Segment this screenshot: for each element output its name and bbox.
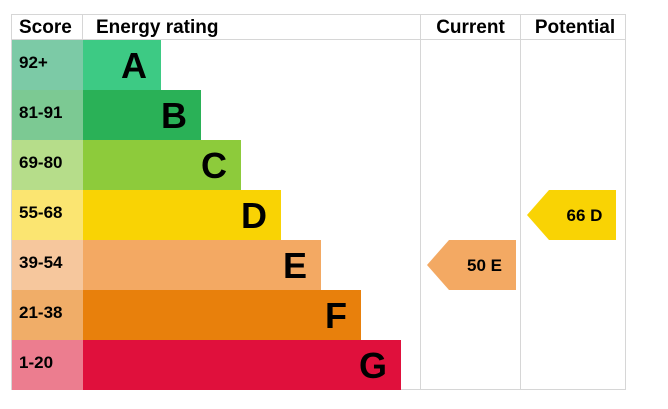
band-bar-e (83, 240, 321, 290)
score-label-g: 1-20 (19, 353, 53, 372)
band-letter-f: F (325, 295, 347, 336)
band-bar-f (83, 290, 361, 340)
score-label-a: 92+ (19, 53, 48, 72)
rating-indicators: 50 E 66 D (427, 190, 616, 290)
score-label-b: 81-91 (19, 103, 62, 122)
score-label-f: 21-38 (19, 303, 62, 322)
score-cell-a (12, 40, 83, 90)
header-score: Score (19, 17, 72, 38)
score-cell-f (12, 290, 83, 340)
header-energy-rating: Energy rating (96, 17, 218, 38)
current-arrow (427, 240, 516, 290)
band-bar-b (83, 90, 201, 140)
band-letter-b: B (161, 95, 187, 136)
score-label-c: 69-80 (19, 153, 62, 172)
current-rating-label: 50 E (467, 256, 502, 275)
score-label-e: 39-54 (19, 253, 63, 272)
band-letter-a: A (121, 45, 147, 86)
score-cell-b (12, 90, 83, 140)
header-potential: Potential (535, 17, 615, 38)
band-letter-d: D (241, 195, 267, 236)
rating-bands: 92+ A 81-91 B 69-80 C 55-68 D 39-54 E 21-38 F 1-20 G (12, 40, 401, 390)
band-letter-e: E (283, 245, 307, 286)
band-bar-d (83, 190, 281, 240)
header-current: Current (436, 17, 505, 38)
band-bar-a (83, 40, 161, 90)
score-cell-c (12, 140, 83, 190)
score-cell-d (12, 190, 83, 240)
band-bar-g (83, 340, 401, 390)
score-label-d: 55-68 (19, 203, 62, 222)
score-cell-g (12, 340, 83, 390)
potential-rating-label: 66 D (567, 206, 603, 225)
band-bar-c (83, 140, 241, 190)
band-letter-g: G (359, 345, 387, 386)
potential-arrow (527, 190, 616, 240)
band-letter-c: C (201, 145, 227, 186)
score-cell-e (12, 240, 83, 290)
